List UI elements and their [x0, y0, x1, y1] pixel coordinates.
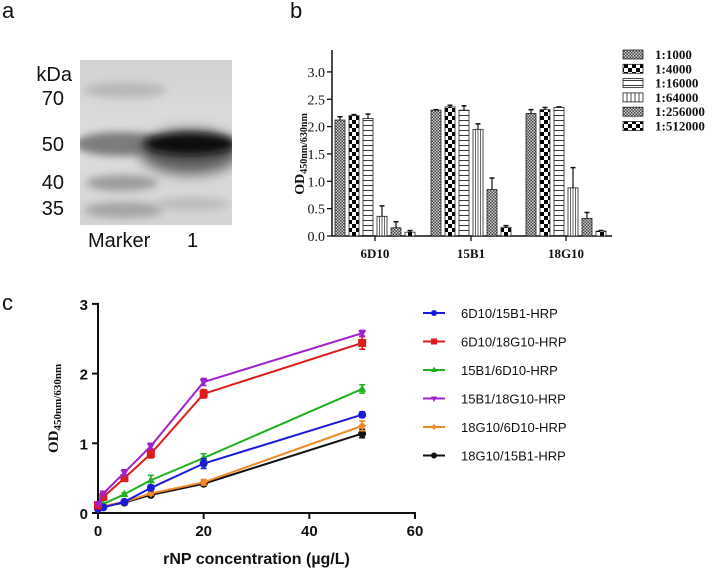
bar	[376, 205, 388, 237]
bar	[334, 116, 346, 237]
series-line	[94, 428, 367, 513]
legend-item: 1:64000	[622, 90, 698, 105]
bar	[567, 166, 579, 237]
panel-a-letter: a	[2, 0, 15, 23]
svg-text:0.5: 0.5	[308, 203, 326, 218]
svg-text:2: 2	[80, 367, 88, 384]
svg-text:2.5: 2.5	[308, 93, 326, 108]
svg-text:0: 0	[94, 523, 102, 540]
bar	[348, 113, 360, 237]
svg-text:1.0: 1.0	[308, 175, 326, 190]
svg-text:0: 0	[80, 506, 88, 523]
legend-item: 1:1000	[622, 47, 692, 62]
svg-text:rNP concentration (µg/L): rNP concentration (µg/L)	[163, 551, 350, 568]
svg-text:1: 1	[80, 436, 88, 453]
svg-text:1:256000: 1:256000	[655, 104, 705, 119]
svg-text:6D10: 6D10	[361, 246, 390, 261]
svg-text:60: 60	[407, 523, 424, 540]
legend-item: 1:16000	[622, 76, 698, 91]
series-line	[94, 383, 367, 511]
svg-text:2.0: 2.0	[308, 121, 326, 136]
svg-text:OD450nm/630nm: OD450nm/630nm	[46, 364, 64, 453]
svg-text:20: 20	[195, 523, 212, 540]
legend-item: 15B1/6D10-HRP	[423, 363, 558, 378]
legend-item: 1:4000	[622, 61, 692, 76]
bar	[404, 229, 416, 237]
svg-text:40: 40	[301, 523, 318, 540]
legend-item: 6D10/15B1-HRP	[423, 306, 558, 321]
svg-text:18G10/15B1-HRP: 18G10/15B1-HRP	[461, 449, 566, 464]
bar	[525, 108, 537, 237]
svg-text:15B1: 15B1	[457, 246, 485, 261]
svg-text:1:512000: 1:512000	[655, 119, 705, 134]
series-line	[94, 420, 367, 513]
bar	[539, 106, 551, 237]
bar	[472, 123, 484, 237]
series-line	[94, 335, 367, 510]
bar	[595, 229, 607, 237]
gel-lane-label-1: 1	[187, 230, 199, 252]
gel-marker-70: 70	[41, 88, 64, 110]
svg-text:1:4000: 1:4000	[655, 61, 692, 76]
legend-item: 18G10/15B1-HRP	[423, 449, 566, 464]
gel-unit-label: kDa	[36, 64, 72, 86]
legend-item: 15B1/18G10-HRP	[423, 392, 566, 407]
sandwich-elisa-line-chart: 0 1 2 3 0 20 40 60 rNP concentration (µg/L) OD450…	[46, 297, 567, 568]
gel-lane-label-marker: Marker	[88, 230, 151, 252]
legend-item: 1:256000	[622, 104, 705, 119]
gel-marker-40: 40	[41, 172, 64, 194]
svg-text:15B1/6D10-HRP: 15B1/6D10-HRP	[461, 363, 558, 378]
bar	[500, 224, 512, 237]
bar	[430, 108, 442, 237]
legend-item: 1:512000	[622, 119, 705, 134]
bar	[444, 104, 456, 237]
western-blot-image	[80, 60, 232, 225]
svg-text:OD450nm/630nm: OD450nm/630nm	[293, 113, 310, 195]
bar	[581, 211, 593, 237]
series-line	[94, 329, 367, 509]
svg-text:15B1/18G10-HRP: 15B1/18G10-HRP	[461, 392, 566, 407]
panel-c-letter: c	[2, 290, 13, 315]
bar	[390, 221, 402, 237]
panel-b-letter: b	[290, 0, 303, 23]
svg-text:0.0: 0.0	[308, 230, 326, 245]
svg-text:6D10/18G10-HRP: 6D10/18G10-HRP	[461, 335, 567, 350]
bar	[362, 113, 374, 237]
dilution-bar-chart: 0.0 0.5 1.0 1.5 2.0 2.5 3.0 6D10 15B1 18G10 OD450n…	[293, 47, 705, 261]
gel-marker-50: 50	[41, 134, 64, 156]
legend-item: 18G10/6D10-HRP	[423, 420, 567, 435]
svg-text:1:1000: 1:1000	[655, 47, 692, 62]
svg-text:3: 3	[80, 297, 88, 314]
svg-text:18G10: 18G10	[548, 246, 584, 261]
gel-marker-35: 35	[41, 198, 64, 220]
legend-item: 6D10/18G10-HRP	[423, 335, 567, 350]
bar	[553, 106, 565, 237]
bar	[458, 105, 470, 237]
svg-text:6D10/15B1-HRP: 6D10/15B1-HRP	[461, 306, 558, 321]
bar	[486, 177, 498, 237]
svg-text:1:16000: 1:16000	[655, 76, 698, 91]
svg-text:1:64000: 1:64000	[655, 90, 698, 105]
svg-text:3.0: 3.0	[308, 66, 326, 81]
svg-text:1.5: 1.5	[308, 148, 326, 163]
svg-text:18G10/6D10-HRP: 18G10/6D10-HRP	[461, 420, 567, 435]
